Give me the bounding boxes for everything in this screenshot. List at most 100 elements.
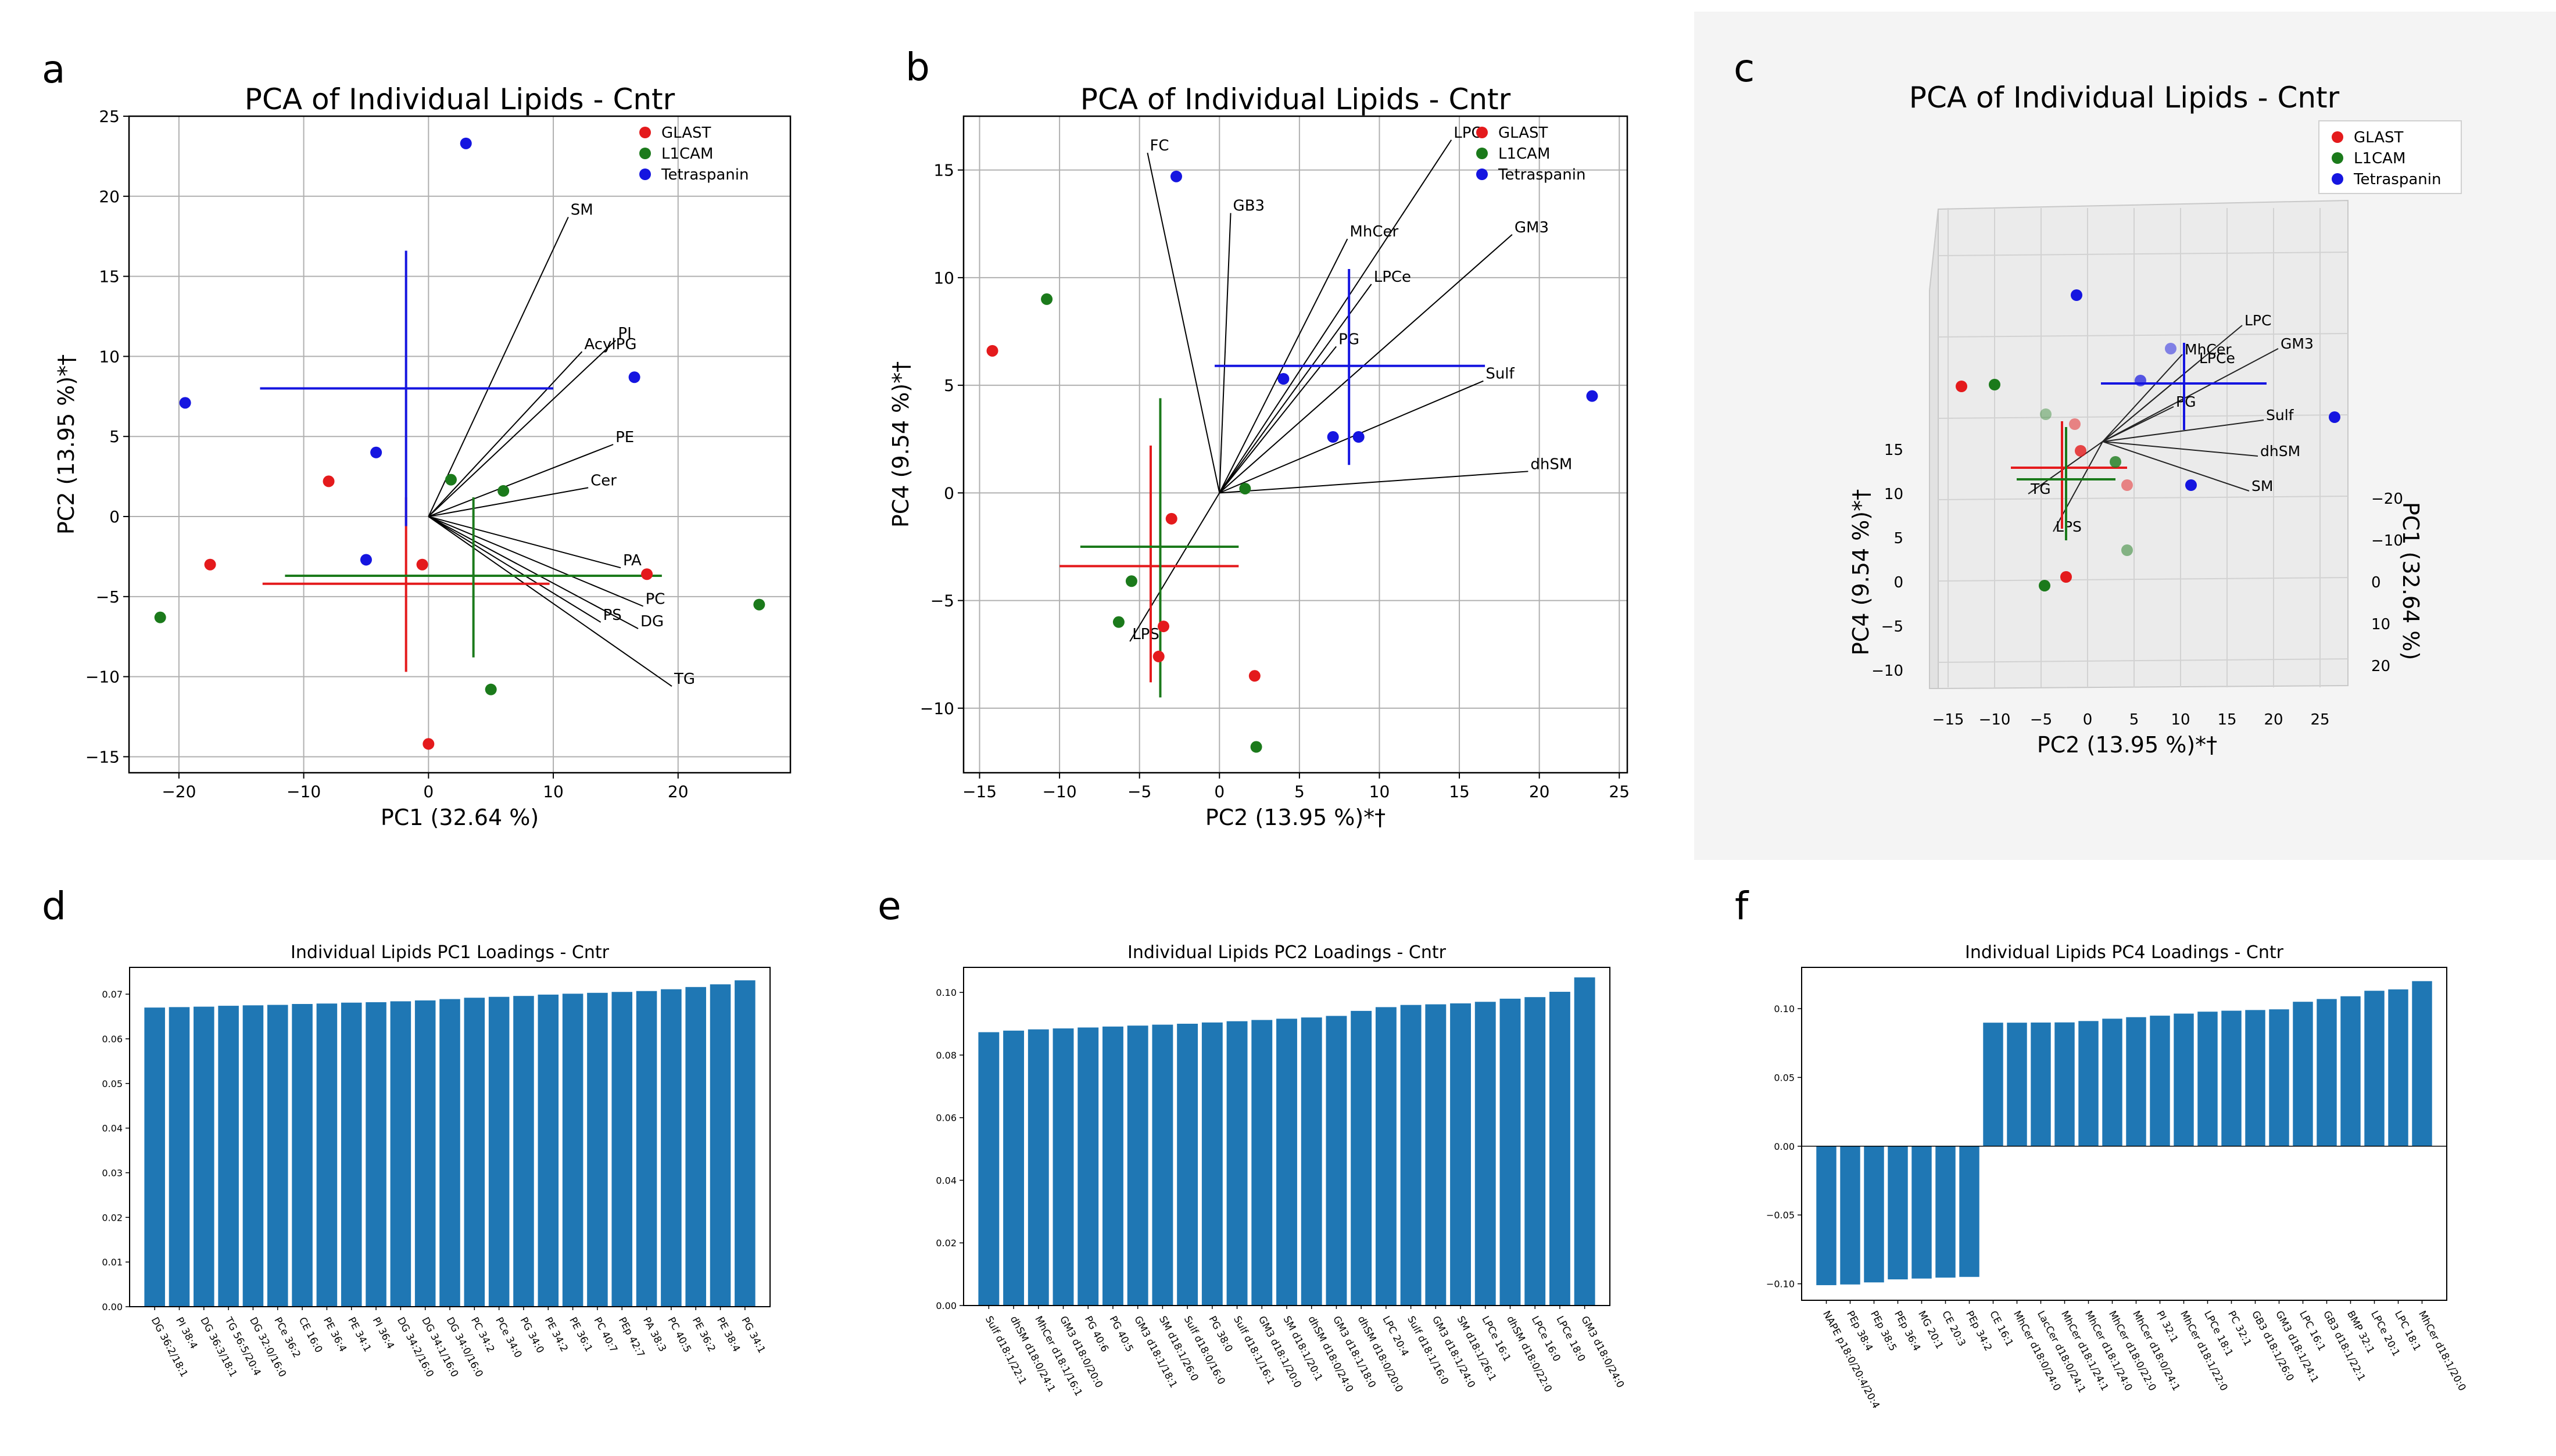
loading-vector-label: LPCe <box>1374 268 1411 286</box>
legend-marker <box>1476 168 1488 180</box>
y-tick-label: −5 <box>1881 618 1903 636</box>
chart-title: PCA of Individual Lipids - Cntr <box>1909 81 2340 114</box>
bar <box>2245 1010 2265 1146</box>
loading-vector <box>428 516 644 607</box>
bar <box>242 1005 264 1307</box>
data-point <box>2110 456 2121 468</box>
y-tick-label: 5 <box>944 376 954 395</box>
x-tick-label: PC 40:7 <box>592 1315 620 1354</box>
bar <box>685 987 706 1307</box>
z-tick-label: 20 <box>2371 658 2390 675</box>
grid-line-y <box>1938 252 2349 256</box>
loading-vector-label: PI <box>618 325 631 342</box>
bar <box>1816 1146 1837 1285</box>
bar <box>169 1007 190 1307</box>
bar <box>292 1004 313 1307</box>
data-point <box>2040 408 2052 420</box>
x-tick-label: 15 <box>2217 711 2236 729</box>
y-tick-label: 0 <box>109 507 120 526</box>
bar <box>2293 1002 2313 1146</box>
bar <box>2126 1017 2146 1146</box>
z-axis-label: PC1 (32.64 %) <box>2398 502 2423 660</box>
x-tick-label: dhSM d18:0/20:0 <box>1355 1314 1405 1394</box>
x-tick-label: −10 <box>1979 711 2011 729</box>
axes-frame <box>1801 967 2447 1301</box>
panel-letter-e: e <box>878 884 901 928</box>
x-tick-label: PE 34:2 <box>542 1315 570 1354</box>
bar <box>735 980 756 1307</box>
legend-label: L1CAM <box>1498 145 1550 163</box>
bar <box>2174 1013 2194 1146</box>
loading-vector-label: Sulf <box>1485 365 1515 383</box>
loading-vector <box>2102 406 2174 442</box>
bar <box>1574 977 1595 1306</box>
bar <box>488 996 510 1307</box>
legend-marker <box>639 148 651 159</box>
x-tick-label: −5 <box>1127 782 1151 801</box>
y-tick-label: 0.06 <box>936 1113 957 1124</box>
loading-vector-label: TG <box>674 670 695 688</box>
data-point <box>641 568 653 580</box>
legend-marker <box>2332 131 2343 143</box>
chart-title: Individual Lipids PC1 Loadings - Cntr <box>291 942 610 963</box>
loading-vector <box>428 516 639 629</box>
x-tick-label: 0 <box>1214 782 1225 801</box>
bar <box>1549 992 1570 1306</box>
loading-vector <box>1219 284 1372 493</box>
x-tick-label: −15 <box>962 782 997 801</box>
legend-marker <box>1476 148 1488 159</box>
y-axis-label: PC4 (9.54 %)*† <box>1848 489 1874 655</box>
data-point <box>2060 571 2072 583</box>
loading-vector-label: SM <box>2251 478 2273 494</box>
y-tick-label: 0.04 <box>102 1123 123 1134</box>
legend-label: Tetraspanin <box>2353 171 2441 188</box>
data-point <box>2069 418 2081 430</box>
bar <box>194 1006 214 1307</box>
bar <box>587 992 608 1307</box>
panel-letter-d: d <box>42 884 66 928</box>
loading-vector-label: LPC <box>2244 312 2271 329</box>
data-point <box>1170 170 1182 182</box>
data-point <box>2121 479 2133 491</box>
bar <box>538 994 559 1307</box>
loading-vector <box>428 487 589 518</box>
legend-marker <box>639 127 651 138</box>
bar <box>1474 1002 1496 1306</box>
z-tick-label: 10 <box>2371 616 2390 633</box>
x-tick-label: 10 <box>1369 782 1390 801</box>
loading-vector <box>428 516 602 623</box>
loading-vector <box>428 516 621 569</box>
loading-vector-label: GM3 <box>2281 335 2314 352</box>
legend-label: Tetraspanin <box>661 166 749 184</box>
x-tick-label: −5 <box>2030 711 2052 729</box>
bar <box>513 996 534 1307</box>
y-tick-label: −10 <box>85 668 120 687</box>
grid-line-y <box>1938 333 2349 338</box>
bar <box>2197 1012 2218 1146</box>
loading-vector-label: LPS <box>1132 626 1159 643</box>
y-tick-label: −15 <box>85 747 120 766</box>
z-tick-label: −20 <box>2371 490 2403 508</box>
y-tick-label: 0.00 <box>936 1300 957 1311</box>
x-tick-label: 20 <box>2264 711 2283 729</box>
data-point <box>2135 375 2146 386</box>
loading-vector-label: PC <box>646 590 665 608</box>
y-tick-label: 0.07 <box>102 989 123 1000</box>
data-point <box>753 598 765 611</box>
bar <box>661 989 682 1307</box>
x-tick-label: PE 36:2 <box>690 1315 718 1354</box>
data-point <box>1586 390 1598 402</box>
loading-vector-label: GB3 <box>1233 198 1265 215</box>
y-tick-label: 0.05 <box>1774 1072 1795 1083</box>
legend-label: GLAST <box>2354 129 2404 146</box>
data-point <box>445 474 457 486</box>
bar <box>2269 1009 2289 1146</box>
x-axis-label: PC1 (32.64 %) <box>381 805 539 830</box>
bar <box>1524 997 1546 1306</box>
y-tick-label: 10 <box>99 347 120 366</box>
bar <box>414 1000 436 1307</box>
y-tick-label: 10 <box>933 268 954 288</box>
